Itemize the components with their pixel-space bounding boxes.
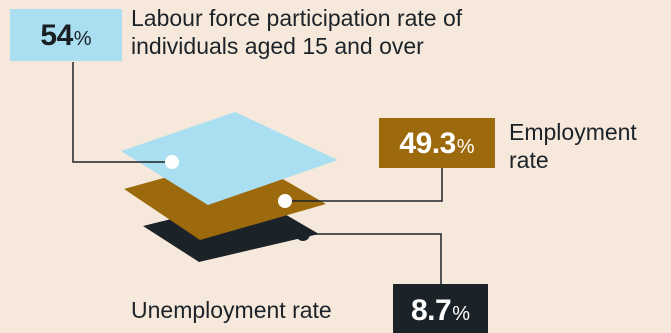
unemployment-unit: % [452,303,470,325]
participation-value: 54 [40,19,73,52]
employment-unit: % [456,136,475,158]
participation-plane [121,112,338,205]
employment-label-line2: rate [509,147,549,173]
employment-label: Employment rate [509,118,637,174]
participation-marker-dot [165,155,179,169]
employment-value-badge: 49.3% [379,118,495,168]
employment-value: 49.3 [399,127,456,160]
participation-value-badge: 54% [10,9,122,61]
participation-leader-line [72,62,172,163]
unemployment-value: 8.7 [410,294,452,327]
employment-leader-line [285,168,443,202]
participation-unit: % [73,28,92,50]
employment-label-line1: Employment [509,119,637,145]
unemployment-label: Unemployment rate [131,297,332,323]
employment-marker-dot [278,194,292,208]
unemployment-leader-line [303,233,442,284]
unemployment-value-badge: 8.7% [393,284,488,333]
participation-label-text: Labour force participation rate of indiv… [131,5,463,59]
participation-label: Labour force participation rate of indiv… [131,4,551,60]
unemployment-marker-dot [296,227,310,241]
